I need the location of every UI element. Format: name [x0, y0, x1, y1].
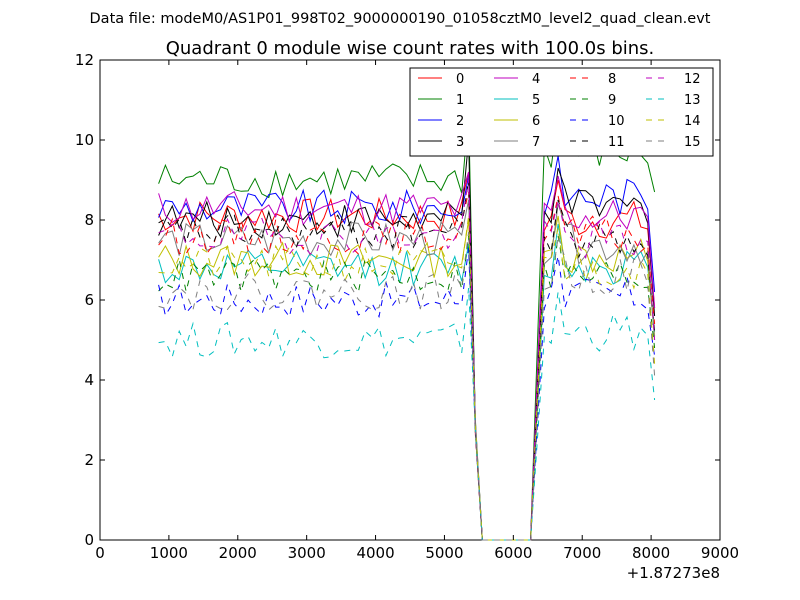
y-tick-label: 2	[84, 451, 94, 469]
legend-label-10: 10	[608, 114, 625, 129]
legend-label-11: 11	[608, 135, 625, 150]
y-tick-label: 0	[84, 531, 94, 549]
series-line-10	[158, 247, 656, 541]
x-tick-label: 9000	[701, 544, 739, 562]
series-line-4	[158, 171, 656, 541]
legend-label-6: 6	[532, 114, 540, 129]
y-tick-label: 12	[75, 51, 94, 69]
y-tick-label: 10	[75, 131, 94, 149]
legend-label-15: 15	[684, 135, 701, 150]
legend-label-13: 13	[684, 93, 701, 108]
series-line-2	[158, 155, 656, 541]
legend-label-3: 3	[456, 135, 464, 150]
y-tick-label: 4	[84, 371, 94, 389]
legend-label-8: 8	[608, 72, 616, 87]
data-file-label: Data file: modeM0/AS1P01_998T02_90000001…	[90, 11, 711, 27]
x-tick-label: 4000	[356, 544, 394, 562]
series-line-13	[158, 287, 656, 541]
series-line-0	[158, 171, 656, 541]
series-line-11	[158, 179, 656, 541]
x-tick-label: 1000	[150, 544, 188, 562]
y-tick-label: 8	[84, 211, 94, 229]
series-line-12	[158, 179, 656, 541]
series-line-7	[158, 199, 656, 541]
x-tick-label: 6000	[494, 544, 532, 562]
chart-title: Quadrant 0 module wise count rates with …	[166, 38, 655, 59]
series-line-15	[158, 231, 656, 541]
legend-label-0: 0	[456, 72, 464, 87]
legend-label-9: 9	[608, 93, 616, 108]
x-tick-label: 5000	[425, 544, 463, 562]
series-line-6	[158, 215, 656, 541]
legend-label-4: 4	[532, 72, 540, 87]
series-group	[158, 111, 656, 541]
x-offset-label: +1.87273e8	[627, 564, 720, 582]
x-tick-label: 2000	[219, 544, 257, 562]
series-line-8	[158, 191, 656, 541]
series-line-1	[158, 111, 656, 541]
series-line-3	[158, 139, 656, 541]
legend-label-1: 1	[456, 93, 464, 108]
series-line-9	[158, 235, 656, 541]
x-tick-label: 0	[95, 544, 105, 562]
legend-label-14: 14	[684, 114, 701, 129]
legend-label-7: 7	[532, 135, 540, 150]
legend-label-12: 12	[684, 72, 701, 87]
legend-label-2: 2	[456, 114, 464, 129]
legend-label-5: 5	[532, 93, 540, 108]
x-tick-label: 3000	[288, 544, 326, 562]
axis-ticks: 0 1000 2000 3000 4000 5000 6000 7000 8000 9000 0 2 4…	[75, 51, 739, 562]
x-tick-label: 8000	[632, 544, 670, 562]
x-tick-label: 7000	[563, 544, 601, 562]
y-tick-label: 6	[84, 291, 94, 309]
series-line-5	[158, 223, 656, 541]
